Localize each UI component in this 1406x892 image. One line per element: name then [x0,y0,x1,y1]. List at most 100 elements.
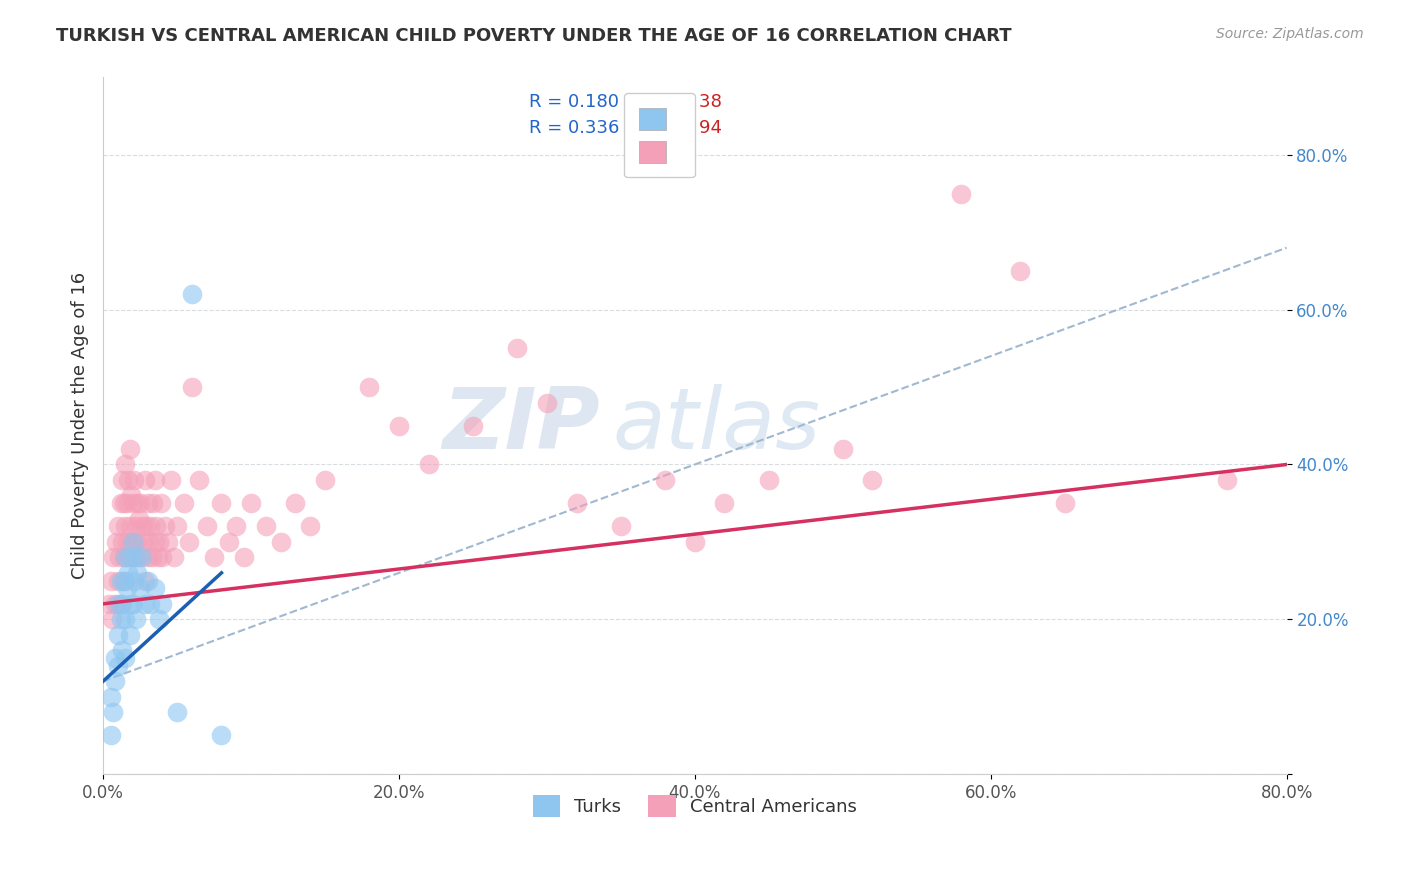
Point [121,550,143,565]
Point [112,550,135,565]
Point [115,535,138,549]
Point [211,728,233,742]
Point [683,535,706,549]
Y-axis label: Child Poverty Under the Age of 16: Child Poverty Under the Age of 16 [72,272,89,579]
Point [173,496,195,510]
Point [177,535,200,549]
Point [114,612,136,626]
Point [117,550,139,565]
Point [104,597,127,611]
Point [121,496,143,510]
Point [610,519,633,533]
Point [103,705,125,719]
Point [100,728,122,742]
Point [142,496,165,510]
Point [100,574,122,588]
Point [166,519,188,533]
Point [107,519,129,533]
Point [121,597,143,611]
Point [134,473,156,487]
Point [506,342,529,356]
Text: Source: ZipAtlas.com: Source: ZipAtlas.com [1216,27,1364,41]
Point [299,519,322,533]
Point [131,519,153,533]
Point [111,473,134,487]
Point [117,566,139,580]
Point [100,690,122,704]
Point [120,488,142,502]
Point [121,535,143,549]
Point [139,597,162,611]
Point [218,535,240,549]
Point [114,458,136,472]
Point [148,612,170,626]
Text: atlas: atlas [612,384,820,467]
Point [129,550,152,565]
Point [107,574,129,588]
Point [131,550,153,565]
Point [115,496,138,510]
Point [150,597,173,611]
Point [117,473,139,487]
Legend: Turks, Central Americans: Turks, Central Americans [526,788,865,824]
Point [134,597,156,611]
Point [114,550,136,565]
Point [180,287,202,301]
Point [536,395,558,409]
Point [254,519,277,533]
Text: R = 0.180: R = 0.180 [529,93,619,111]
Point [105,535,128,549]
Point [225,519,247,533]
Point [359,380,381,394]
Point [180,380,202,394]
Point [122,473,145,487]
Point [240,496,263,510]
Point [143,582,166,596]
Point [713,496,735,510]
Point [654,473,676,487]
Point [157,535,180,549]
Point [758,473,780,487]
Point [111,643,134,657]
Point [127,566,149,580]
Point [145,519,167,533]
Point [1053,496,1076,510]
Point [188,473,211,487]
Point [388,418,411,433]
Point [136,496,159,510]
Point [831,442,853,456]
Point [124,519,146,533]
Text: TURKISH VS CENTRAL AMERICAN CHILD POVERTY UNDER THE AGE OF 16 CORRELATION CHART: TURKISH VS CENTRAL AMERICAN CHILD POVERT… [56,27,1012,45]
Point [148,535,170,549]
Point [124,612,146,626]
Point [103,550,125,565]
Point [107,628,129,642]
Point [950,186,973,201]
Point [160,473,183,487]
Point [134,574,156,588]
Point [232,550,254,565]
Point [122,535,145,549]
Point [1216,473,1239,487]
Point [118,519,141,533]
Point [104,674,127,689]
Point [110,597,132,611]
Point [120,535,142,549]
Point [127,496,149,510]
Point [129,496,152,510]
Point [132,535,155,549]
Text: N = 94: N = 94 [659,119,723,136]
Point [138,535,160,549]
Point [128,511,150,525]
Point [136,574,159,588]
Point [118,628,141,642]
Point [135,519,157,533]
Point [461,418,484,433]
Point [166,705,188,719]
Point [143,535,166,549]
Text: R = 0.336: R = 0.336 [529,119,620,136]
Point [195,519,218,533]
Point [101,612,124,626]
Point [112,496,135,510]
Point [107,597,129,611]
